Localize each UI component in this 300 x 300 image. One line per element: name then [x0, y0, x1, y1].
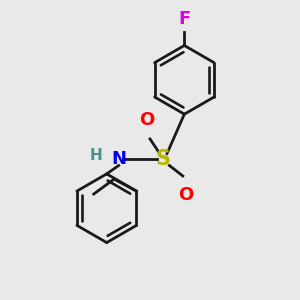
Text: N: N	[111, 150, 126, 168]
Text: S: S	[156, 149, 171, 169]
Text: O: O	[178, 186, 194, 204]
Text: F: F	[178, 10, 190, 28]
Text: O: O	[140, 111, 154, 129]
Text: H: H	[89, 148, 102, 164]
